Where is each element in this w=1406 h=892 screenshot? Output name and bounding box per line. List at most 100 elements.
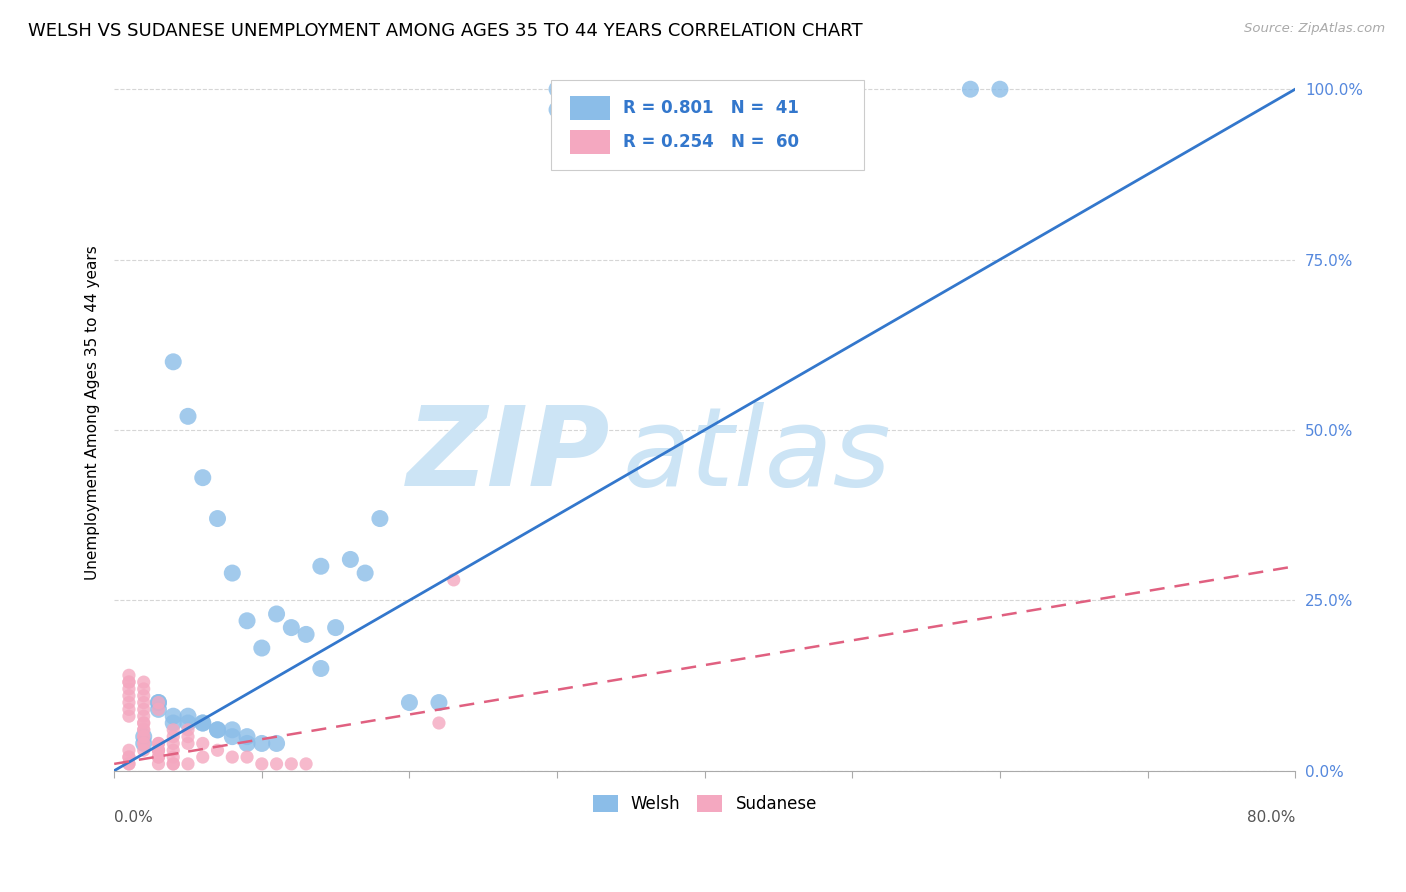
Point: [132, 730, 155, 744]
Point: [191, 470, 214, 484]
Point: [427, 716, 450, 731]
Point: [309, 559, 332, 574]
Point: [266, 607, 288, 621]
Point: [118, 750, 141, 764]
Text: 0.0%: 0.0%: [114, 810, 153, 825]
Legend: Welsh, Sudanese: Welsh, Sudanese: [586, 789, 824, 820]
Point: [132, 736, 155, 750]
Point: [236, 730, 259, 744]
Point: [148, 756, 170, 771]
Point: [148, 750, 170, 764]
Point: [148, 743, 170, 757]
Point: [118, 709, 141, 723]
Point: [132, 681, 155, 696]
Point: [177, 723, 200, 737]
Point: [280, 621, 302, 635]
Point: [132, 675, 155, 690]
Point: [398, 696, 420, 710]
Point: [132, 743, 155, 757]
Point: [988, 82, 1011, 96]
Point: [132, 702, 155, 716]
Point: [177, 756, 200, 771]
Point: [162, 355, 184, 369]
Point: [162, 730, 184, 744]
FancyBboxPatch shape: [569, 129, 610, 154]
Point: [177, 736, 200, 750]
Point: [148, 750, 170, 764]
Point: [132, 730, 155, 744]
Point: [148, 696, 170, 710]
Point: [148, 736, 170, 750]
Point: [118, 756, 141, 771]
Text: atlas: atlas: [621, 402, 890, 509]
Point: [221, 566, 243, 580]
Point: [177, 730, 200, 744]
Point: [295, 756, 318, 771]
Point: [221, 750, 243, 764]
Point: [266, 756, 288, 771]
Point: [132, 689, 155, 703]
Point: [132, 709, 155, 723]
Point: [132, 723, 155, 737]
Point: [339, 552, 361, 566]
Point: [132, 716, 155, 731]
Point: [207, 723, 229, 737]
Point: [177, 709, 200, 723]
Point: [148, 696, 170, 710]
Point: [162, 756, 184, 771]
Point: [221, 730, 243, 744]
Point: [118, 668, 141, 682]
Point: [132, 736, 155, 750]
Point: [443, 573, 465, 587]
Point: [546, 103, 568, 117]
Point: [191, 750, 214, 764]
Point: [162, 709, 184, 723]
Point: [148, 743, 170, 757]
Point: [354, 566, 377, 580]
Point: [118, 675, 141, 690]
FancyBboxPatch shape: [569, 96, 610, 120]
Point: [207, 511, 229, 525]
Point: [132, 696, 155, 710]
Text: 80.0%: 80.0%: [1247, 810, 1295, 825]
Y-axis label: Unemployment Among Ages 35 to 44 years: Unemployment Among Ages 35 to 44 years: [86, 245, 100, 581]
Point: [118, 743, 141, 757]
Point: [207, 743, 229, 757]
Point: [325, 621, 347, 635]
Point: [148, 696, 170, 710]
Point: [118, 689, 141, 703]
Point: [546, 82, 568, 96]
Point: [250, 640, 273, 655]
Point: [250, 736, 273, 750]
Point: [250, 756, 273, 771]
Point: [148, 702, 170, 716]
Point: [118, 696, 141, 710]
Text: R = 0.254   N =  60: R = 0.254 N = 60: [623, 133, 799, 151]
Point: [266, 736, 288, 750]
Point: [236, 750, 259, 764]
Point: [368, 511, 391, 525]
FancyBboxPatch shape: [551, 80, 865, 169]
Point: [959, 82, 981, 96]
Point: [148, 702, 170, 716]
Point: [118, 750, 141, 764]
Point: [280, 756, 302, 771]
Text: WELSH VS SUDANESE UNEMPLOYMENT AMONG AGES 35 TO 44 YEARS CORRELATION CHART: WELSH VS SUDANESE UNEMPLOYMENT AMONG AGE…: [28, 22, 863, 40]
Point: [236, 614, 259, 628]
Point: [191, 736, 214, 750]
Text: R = 0.801   N =  41: R = 0.801 N = 41: [623, 99, 799, 117]
Point: [309, 661, 332, 675]
Text: Source: ZipAtlas.com: Source: ZipAtlas.com: [1244, 22, 1385, 36]
Point: [295, 627, 318, 641]
Point: [162, 750, 184, 764]
Point: [177, 716, 200, 731]
Point: [191, 716, 214, 731]
Point: [132, 723, 155, 737]
Text: ZIP: ZIP: [406, 402, 610, 509]
Point: [221, 723, 243, 737]
Point: [118, 756, 141, 771]
Point: [162, 723, 184, 737]
Point: [148, 743, 170, 757]
Point: [118, 675, 141, 690]
Point: [162, 756, 184, 771]
